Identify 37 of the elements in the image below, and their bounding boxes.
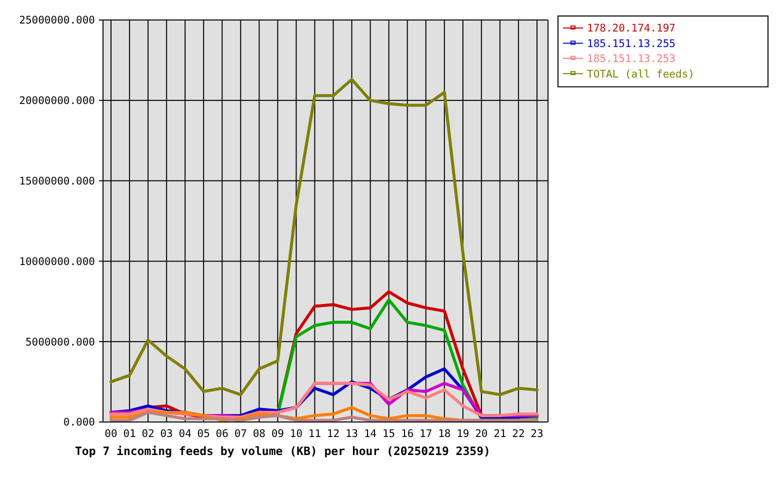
x-tick-label: 06 [216, 428, 228, 440]
legend-label: 178.20.174.197 [587, 22, 676, 35]
x-tick-label: 20 [475, 428, 488, 440]
x-tick-label: 00 [104, 428, 118, 440]
x-tick-label: 04 [178, 428, 192, 440]
y-tick-label: 25000000.000 [19, 14, 95, 27]
x-tick-label: 09 [271, 428, 284, 440]
x-tick-label: 16 [401, 428, 414, 440]
x-tick-label: 05 [197, 428, 210, 440]
y-tick-label: 5000000.000 [25, 336, 95, 348]
x-tick-label: 22 [512, 428, 525, 440]
y-tick-label: 15000000.000 [19, 175, 95, 188]
x-tick-label: 14 [364, 428, 377, 440]
y-tick-label: 0.000 [63, 416, 95, 429]
x-tick-label: 02 [142, 428, 154, 440]
legend-label: TOTAL (all feeds) [587, 68, 694, 80]
legend-label: 185.151.13.255 [587, 38, 676, 50]
x-tick-label: 03 [160, 428, 173, 440]
x-tick-label: 19 [456, 428, 470, 440]
x-tick-label: 18 [438, 428, 451, 440]
legend-label: 185.151.13.253 [587, 53, 676, 66]
x-tick-label: 11 [308, 428, 322, 440]
x-tick-label: 01 [123, 428, 136, 440]
x-tick-label: 13 [345, 428, 358, 440]
x-tick-label: 10 [290, 428, 303, 440]
x-tick-label: 12 [326, 428, 340, 440]
y-tick-label: 10000000.000 [19, 256, 95, 268]
x-tick-label: 23 [530, 428, 544, 440]
line-series [110, 78, 538, 396]
y-tick-label: 20000000.000 [19, 95, 95, 108]
x-tick-label: 15 [382, 428, 396, 440]
x-tick-label: 21 [494, 428, 506, 440]
x-tick-label: 08 [252, 428, 266, 440]
x-tick-label: 17 [420, 428, 432, 440]
line-series [110, 410, 538, 422]
text: Top 7 incoming feeds by volume (KB) per hour (20250219 2359) [75, 444, 490, 458]
x-tick-label: 07 [234, 428, 247, 440]
